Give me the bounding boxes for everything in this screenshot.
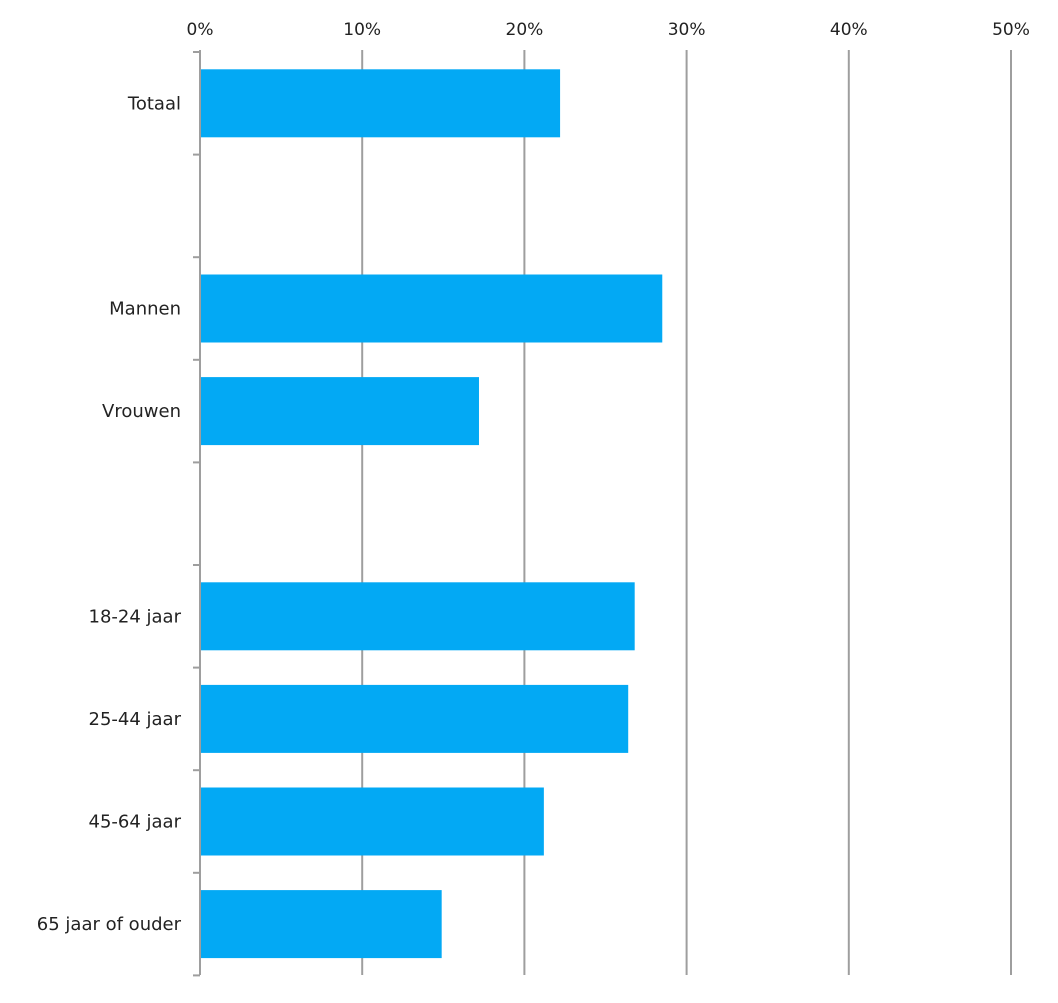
x-tick-label: 30% <box>668 20 706 40</box>
x-tick-label: 20% <box>506 20 544 40</box>
category-label: 18-24 jaar <box>89 606 182 627</box>
category-label: Vrouwen <box>102 401 181 422</box>
category-label: 45-64 jaar <box>89 812 182 833</box>
bar <box>201 69 561 138</box>
bar <box>201 787 544 856</box>
bar <box>201 582 635 651</box>
bar <box>201 890 442 959</box>
category-label: 65 jaar of ouder <box>37 914 182 935</box>
bar <box>201 684 629 753</box>
bar <box>201 377 479 446</box>
x-tick-label: 40% <box>830 20 868 40</box>
category-label: Totaal <box>127 93 181 114</box>
x-tick-label: 0% <box>187 20 214 40</box>
bar <box>201 274 663 343</box>
category-label: 25-44 jaar <box>89 709 182 730</box>
category-label: Mannen <box>109 299 181 320</box>
x-tick-label: 10% <box>343 20 381 40</box>
x-tick-label: 50% <box>992 20 1030 40</box>
